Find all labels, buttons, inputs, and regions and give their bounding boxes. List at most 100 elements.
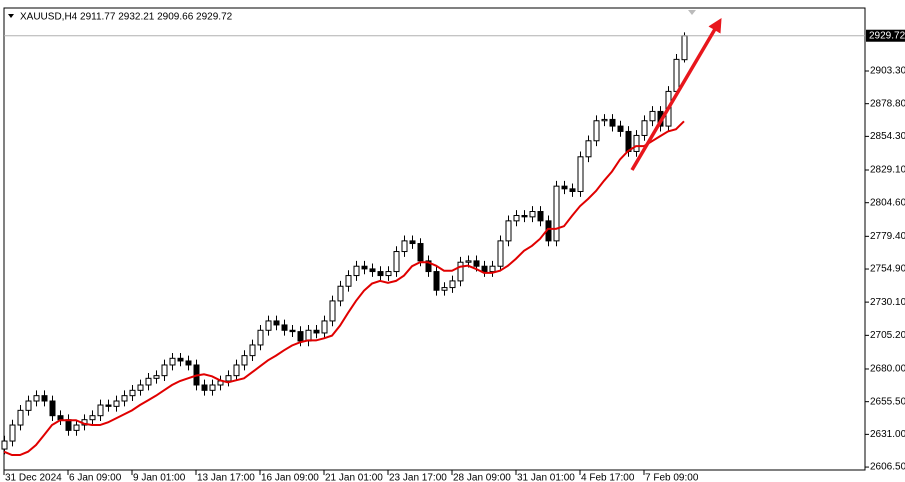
- x-tick-label: 4 Feb 17:00: [581, 473, 635, 482]
- candle-body: [649, 110, 656, 122]
- candle-body: [321, 320, 328, 334]
- candle-body: [457, 261, 464, 282]
- plot-frame: [3, 7, 866, 471]
- candle-body: [177, 357, 184, 362]
- candle-body: [41, 395, 48, 402]
- candle-body: [25, 400, 32, 411]
- candle-body: [529, 211, 536, 218]
- y-tick-label: 2606.50: [870, 462, 905, 473]
- candle-body: [257, 329, 264, 346]
- candle-body: [673, 58, 680, 92]
- candle-body: [641, 120, 648, 136]
- x-tick-label: 21 Jan 01:00: [325, 473, 383, 482]
- candle-body: [49, 400, 56, 417]
- candle-body: [425, 260, 432, 273]
- candle-body: [433, 271, 440, 291]
- y-tick-label: 2680.00: [870, 364, 905, 375]
- last-price-box: [866, 29, 905, 42]
- candle-body: [409, 240, 416, 245]
- candle-body: [129, 389, 136, 397]
- candle-body: [113, 400, 120, 407]
- x-tick-label: 13 Jan 17:00: [197, 473, 255, 482]
- candle-body: [449, 280, 456, 289]
- x-tick-label: 31 Jan 01:00: [517, 473, 575, 482]
- candle-body: [361, 265, 368, 270]
- candle-body: [225, 375, 232, 382]
- candle-body: [497, 240, 504, 267]
- candle-body: [161, 364, 168, 377]
- candle-body: [273, 320, 280, 326]
- candle-body: [313, 329, 320, 334]
- candle-body: [137, 384, 144, 391]
- candle-body: [577, 156, 584, 192]
- candle-body: [57, 415, 64, 421]
- candle-body: [489, 265, 496, 273]
- y-tick-label: 2829.10: [870, 165, 905, 176]
- candle-body: [681, 35, 688, 61]
- candle-body: [17, 409, 24, 426]
- x-tick-label: 6 Jan 09:00: [69, 473, 122, 482]
- candle-body: [521, 215, 528, 218]
- candle-body: [401, 240, 408, 253]
- candle-body: [625, 130, 632, 152]
- candle-body: [553, 185, 560, 242]
- candle-body: [617, 125, 624, 132]
- candle-body: [417, 243, 424, 262]
- candle-body: [249, 344, 256, 357]
- shift-marker: [688, 10, 696, 15]
- candle-body: [33, 395, 40, 402]
- y-tick-label: 2754.90: [870, 264, 905, 275]
- candle-body: [153, 375, 160, 379]
- y-tick-label: 2779.40: [870, 231, 905, 242]
- candle-body: [345, 275, 352, 287]
- x-tick-label: 16 Jan 09:00: [261, 473, 319, 482]
- candle-body: [1, 440, 8, 450]
- candle-body: [289, 329, 296, 333]
- candle-body: [593, 120, 600, 142]
- candle-body: [369, 268, 376, 273]
- symbol-menu-arrow[interactable]: [8, 14, 14, 18]
- candle-body: [297, 331, 304, 342]
- x-tick-label: 31 Dec 2024: [5, 473, 62, 482]
- trend-arrow: [630, 17, 722, 171]
- x-tick-label: 9 Jan 01:00: [133, 473, 186, 482]
- chart-title: XAUUSD,H4 2911.77 2932.21 2909.66 2929.7…: [20, 12, 233, 23]
- y-tick-label: 2705.20: [870, 330, 905, 341]
- last-price-label: 2929.72: [869, 30, 905, 41]
- candle-body: [329, 300, 336, 322]
- candle-body: [377, 271, 384, 277]
- y-tick-label: 2854.30: [870, 131, 905, 142]
- candle-body: [353, 265, 360, 277]
- candle-body: [233, 364, 240, 377]
- candle-body: [185, 360, 192, 366]
- candle-body: [281, 324, 288, 331]
- candle-body: [265, 320, 272, 331]
- candle-body: [601, 118, 608, 122]
- x-tick-label: 23 Jan 17:00: [389, 473, 447, 482]
- candle-body: [337, 285, 344, 302]
- candle-body: [209, 384, 216, 391]
- candle-body: [561, 185, 568, 190]
- candle-body: [633, 134, 640, 152]
- moving-average-line: [3, 120, 685, 457]
- candle-body: [609, 118, 616, 127]
- candle-body: [441, 287, 448, 291]
- candle-body: [481, 265, 488, 273]
- candle-body: [105, 404, 112, 407]
- candle-body: [89, 415, 96, 421]
- candle-body: [537, 211, 544, 222]
- candle-body: [121, 395, 128, 402]
- candle-body: [505, 220, 512, 242]
- candle-body: [201, 384, 208, 391]
- candle-body: [73, 424, 80, 431]
- y-tick-label: 2804.60: [870, 197, 905, 208]
- candle-body: [169, 357, 176, 366]
- y-tick-label: 2655.50: [870, 396, 905, 407]
- x-tick-label: 28 Jan 09:00: [453, 473, 511, 482]
- candle-body: [585, 140, 592, 158]
- candle-body: [241, 355, 248, 366]
- y-tick-label: 2730.10: [870, 297, 905, 308]
- candle-body: [305, 329, 312, 342]
- y-tick-label: 2903.30: [870, 66, 905, 77]
